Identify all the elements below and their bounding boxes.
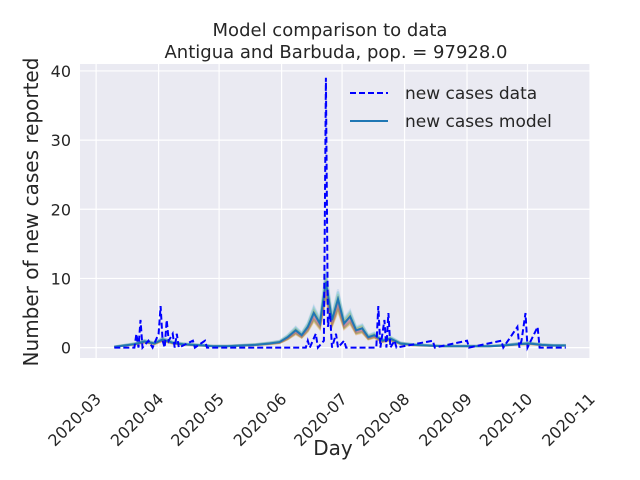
chart-title: Model comparison to data [213,20,448,41]
y-tick-label: 0 [61,339,71,358]
series-line-model [114,281,566,348]
x-tick-label: 2020-03 [44,389,105,450]
legend-label-model: new cases model [405,112,552,132]
x-tick-label: 2020-05 [167,389,228,450]
y-tick-label: 20 [51,200,71,219]
y-tick-label: 30 [51,131,71,150]
x-tick-label: 2020-09 [415,389,476,450]
legend-label-data: new cases data [405,84,537,104]
x-tick-label: 2020-11 [538,389,599,450]
y-tick-label: 10 [51,269,71,288]
x-tick-label: 2020-08 [353,389,414,450]
x-tick-label: 2020-10 [476,389,537,450]
y-axis-label: Number of new cases reported [19,58,43,367]
series-layer [114,77,566,352]
legend: new cases data new cases model [350,84,552,132]
chart-subtitle: Antigua and Barbuda, pop. = 97928.0 [164,42,507,63]
series-line-data [114,77,566,352]
x-tick-label: 2020-06 [230,389,291,450]
y-tick-label: 40 [51,62,71,81]
grid [80,64,591,358]
x-axis-label: Day [313,436,353,460]
x-tick-label: 2020-04 [107,389,168,450]
